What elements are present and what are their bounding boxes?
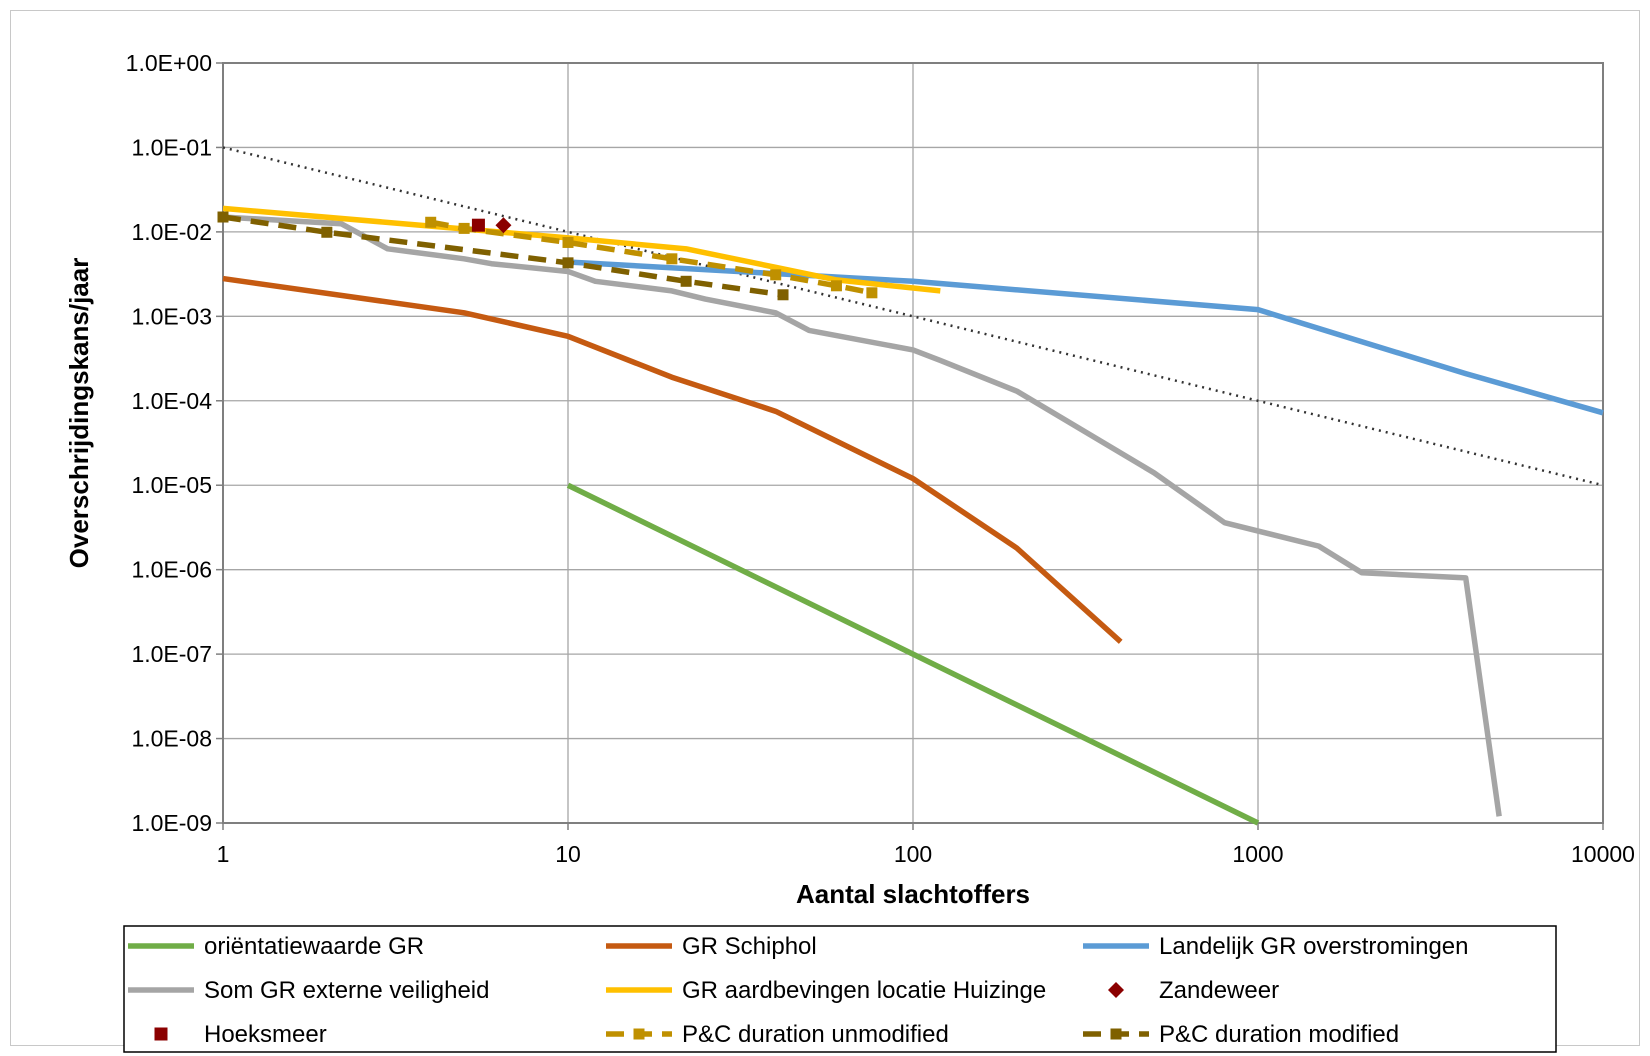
data-point-square <box>321 226 333 238</box>
series-line <box>222 275 1123 644</box>
legend-item: GR Schiphol <box>606 933 817 960</box>
data-point-square <box>666 253 678 265</box>
series-layer <box>217 146 1604 826</box>
y-tick-label: 1.0E-09 <box>131 810 212 836</box>
legend-swatch-square <box>154 1027 168 1041</box>
x-axis-title: Aantal slachtoffers <box>796 879 1030 909</box>
y-tick-label: 1.0E-04 <box>131 388 212 414</box>
y-tick-label: 1.0E-08 <box>131 726 212 752</box>
y-tick-label: 1.0E-06 <box>131 557 212 583</box>
legend-swatch-diamond <box>1108 982 1124 998</box>
legend-label: oriëntatiewaarde GR <box>204 933 424 960</box>
data-point-square <box>830 280 842 292</box>
series-2 <box>567 259 1604 416</box>
legend-swatch-square <box>1110 1028 1122 1040</box>
series-6 <box>471 218 485 232</box>
legend-label: Zandeweer <box>1159 977 1279 1004</box>
x-tick-label: 1 <box>217 841 230 867</box>
series-8 <box>217 211 789 301</box>
legend-label: GR Schiphol <box>682 933 817 960</box>
series-dashed-line <box>430 219 873 296</box>
data-point-square <box>770 269 782 281</box>
series-4 <box>222 205 941 294</box>
legend-label: Som GR externe veiligheid <box>204 977 489 1004</box>
legend-label: P&C duration modified <box>1159 1021 1399 1048</box>
legend-label: P&C duration unmodified <box>682 1021 949 1048</box>
series-line <box>222 214 1502 817</box>
x-axis-ticks: 1 10 100 1000 10000 <box>217 823 1635 867</box>
data-point-square <box>866 287 878 299</box>
y-tick-label: 1.0E-02 <box>131 219 212 245</box>
legend-item: Hoeksmeer <box>154 1021 327 1048</box>
grid-lines <box>222 62 1604 824</box>
legend-box <box>123 925 1557 1053</box>
legend-label: Landelijk GR overstromingen <box>1159 933 1468 960</box>
legend-label: GR aardbevingen locatie Huizinge <box>682 977 1046 1004</box>
legend-swatch-square <box>633 1028 645 1040</box>
series-1 <box>222 275 1123 644</box>
data-point-square <box>471 218 485 232</box>
data-point-square <box>217 211 229 223</box>
x-tick-label: 1000 <box>1232 841 1283 867</box>
y-tick-label: 1.0E-03 <box>131 303 212 329</box>
legend-item: oriëntatiewaarde GR <box>128 933 424 960</box>
series-line <box>222 205 941 294</box>
legend-item: Zandeweer <box>1108 977 1279 1004</box>
x-tick-label: 10 <box>555 841 581 867</box>
series-3 <box>222 214 1502 817</box>
series-line <box>567 259 1604 416</box>
y-axis-title: Overschrijdingskans/jaar <box>64 258 94 569</box>
legend: oriëntatiewaarde GR GR Schiphol Landelijk … <box>123 925 1557 1053</box>
data-point-square <box>458 222 470 234</box>
legend-label: Hoeksmeer <box>204 1021 327 1048</box>
legend-item: Landelijk GR overstromingen <box>1083 933 1468 960</box>
legend-item: Som GR externe veiligheid <box>128 977 489 1004</box>
y-axis-ticks: 1.0E+00 1.0E-01 1.0E-02 1.0E-03 1.0E-04 1.0E-… <box>126 50 223 836</box>
legend-item: P&C duration unmodified <box>606 1021 949 1048</box>
x-tick-label: 10000 <box>1571 841 1635 867</box>
data-point-diamond <box>495 217 512 234</box>
legend-item: P&C duration modified <box>1083 1021 1399 1048</box>
data-point-square <box>562 236 574 248</box>
series-line <box>566 482 1260 826</box>
y-tick-label: 1.0E-05 <box>131 472 212 498</box>
y-tick-label: 1.0E-07 <box>131 641 212 667</box>
data-point-square <box>425 216 437 228</box>
y-tick-label: 1.0E-01 <box>131 134 212 160</box>
series-7 <box>425 216 878 299</box>
data-point-square <box>777 289 789 301</box>
data-point-square <box>562 257 574 269</box>
reference-line <box>222 146 1604 487</box>
legend-item: GR aardbevingen locatie Huizinge <box>606 977 1046 1004</box>
series-5 <box>495 217 512 234</box>
series-0 <box>566 482 1260 826</box>
y-tick-label: 1.0E+00 <box>126 50 212 76</box>
x-tick-label: 100 <box>894 841 932 867</box>
data-point-square <box>680 275 692 287</box>
